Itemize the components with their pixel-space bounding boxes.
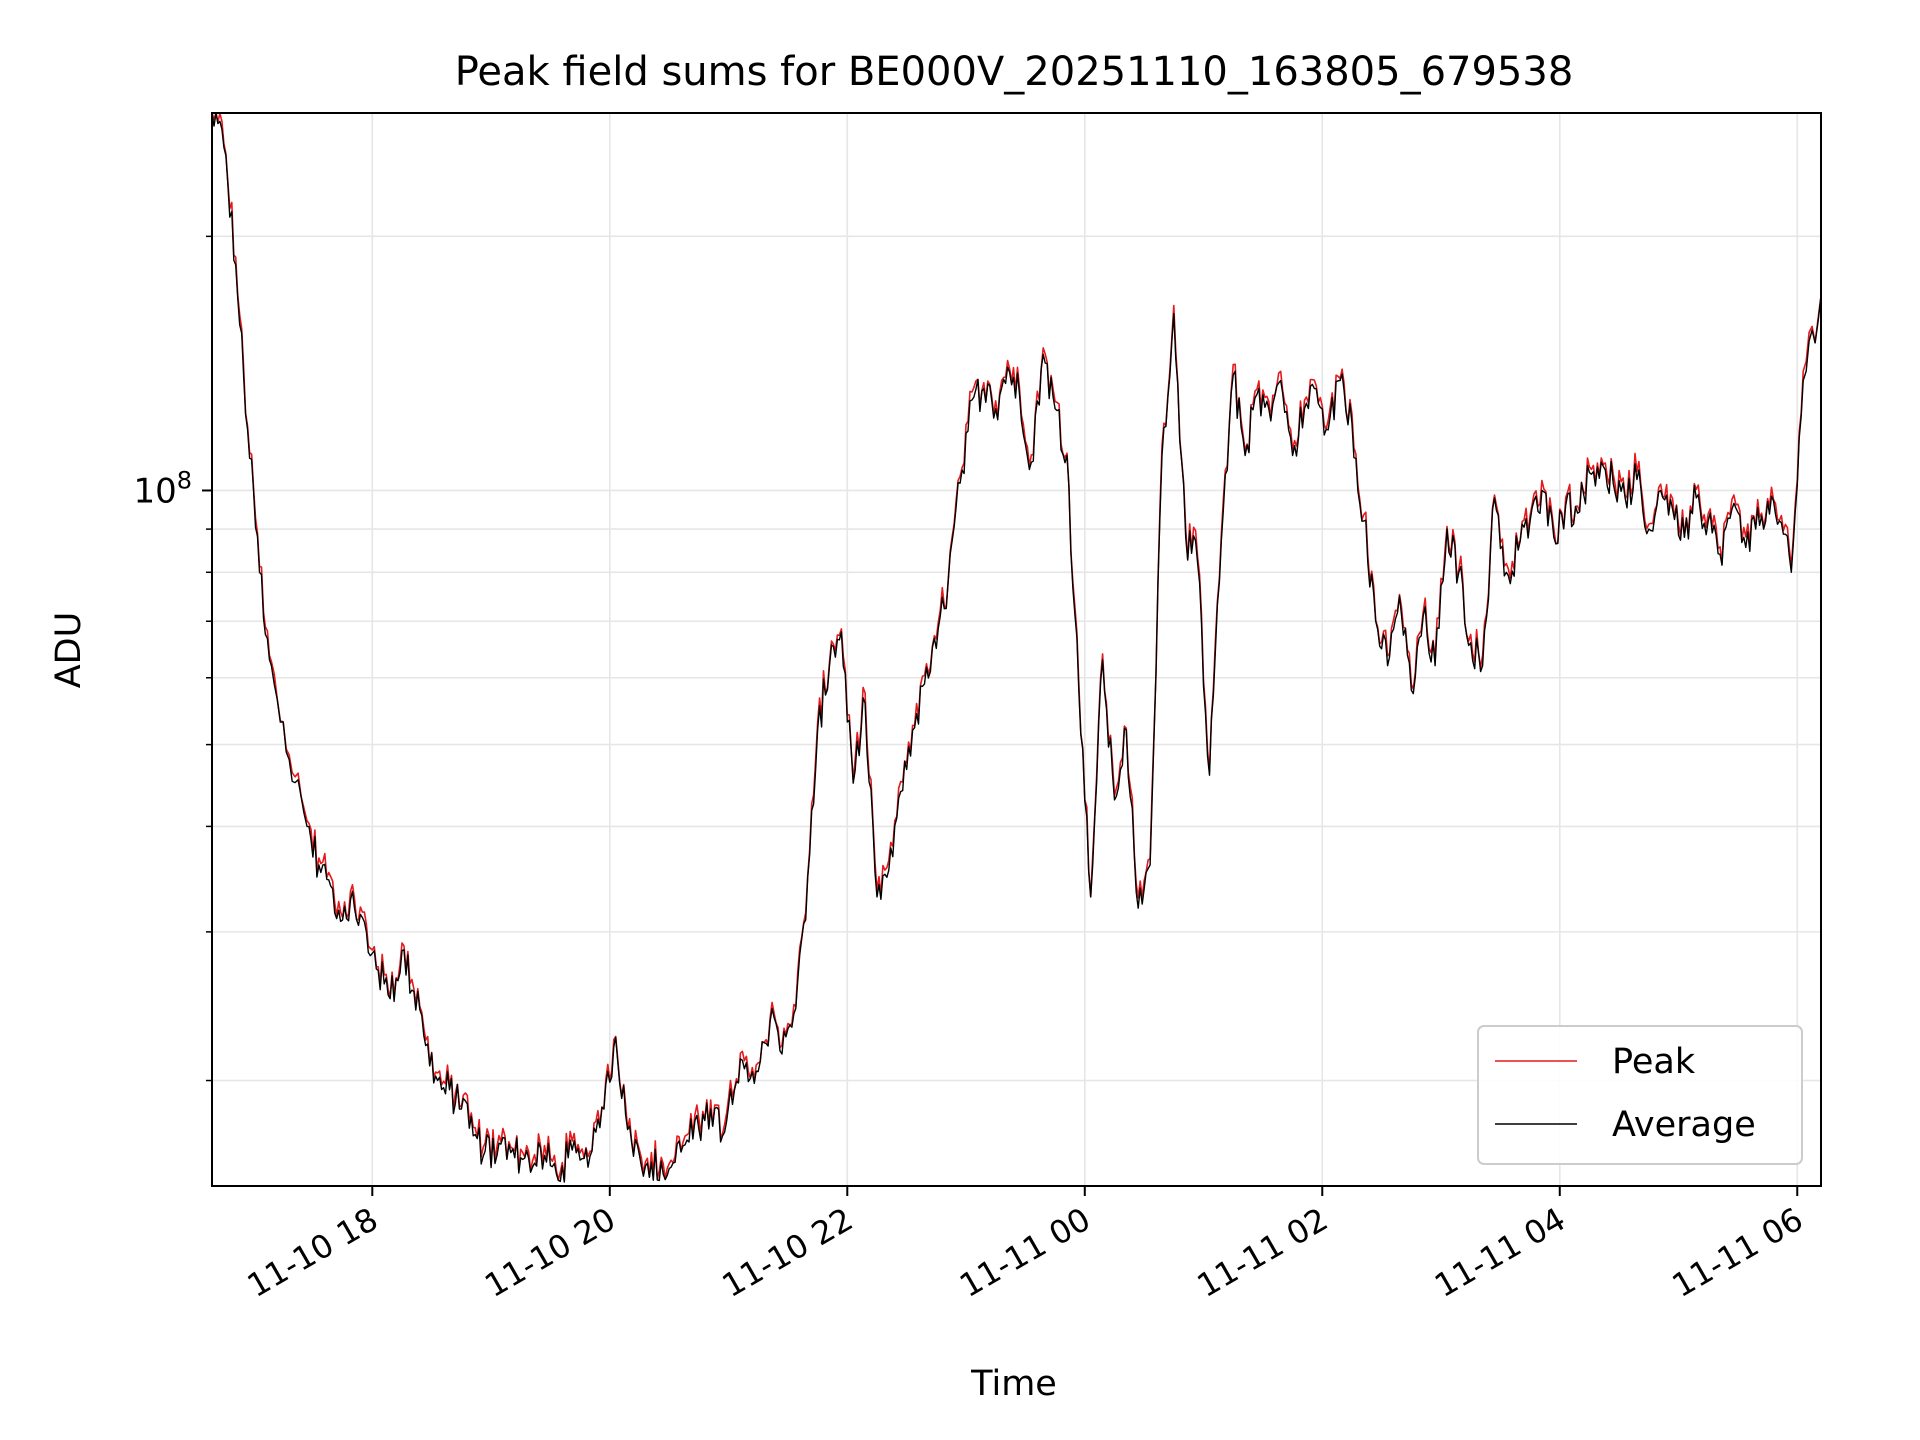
chart-title: Peak field sums for BE000V_20251110_1638… [455,49,1574,95]
x-axis-label: Time [970,1364,1057,1404]
series-layer [211,112,1822,1183]
legend-peak-label: Peak [1612,1042,1696,1082]
series-line-average [211,112,1822,1183]
y-axis-label: ADU [49,612,89,689]
legend: Peak Average [1477,1025,1803,1165]
legend-average-label: Average [1612,1105,1756,1145]
y-tick-label: 108 [133,466,192,511]
y-axis-ticks: 108 [133,235,212,1082]
grid [212,113,1821,1186]
plot-frame [211,112,1822,1187]
